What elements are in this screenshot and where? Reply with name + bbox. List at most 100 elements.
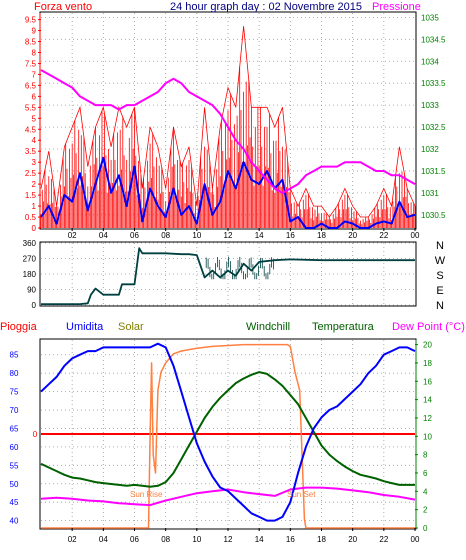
- wind-tick-label: 5: [32, 114, 37, 123]
- x-tick-label: 20: [348, 231, 357, 240]
- x-tick-label: 00: [411, 231, 420, 240]
- pressure-tick-label: 1032: [421, 145, 439, 154]
- legend-item: Solar: [118, 321, 144, 333]
- pressure-axis-labels: 1030.5 1031 1031.5 1032 1032.5 1033 1033.5 1034…: [421, 13, 446, 219]
- wind-time-axis-labels: 02 04 06 08 10 12 14 16 18 20 22 00: [68, 228, 420, 240]
- pressure-tick-label: 1034: [421, 57, 439, 66]
- sun-annotations: Sun Rise Sun Set: [130, 490, 316, 499]
- wind-direction-series: [41, 247, 415, 306]
- wind-tick-label: 4: [32, 136, 37, 145]
- x-tick-label: 16: [286, 231, 295, 240]
- pressure-tick-label: 1033.5: [421, 79, 446, 88]
- direction-tick-label: 0: [32, 301, 37, 310]
- humidity-tick-label: 70: [10, 406, 19, 415]
- legend-item: Temperatura: [312, 321, 375, 333]
- humidity-axis-labels: 40 45 50 55 60 65 70 75 80 85 0: [10, 351, 38, 526]
- direction-tick-label: 90: [27, 286, 36, 295]
- direction-axis-labels: 0 90 180 270 360: [23, 239, 37, 310]
- compass-label: S: [436, 270, 443, 282]
- x-tick-label: 12: [224, 535, 233, 544]
- temperature-tick-label: 20: [423, 341, 432, 350]
- wind-tick-label: 9: [32, 27, 37, 36]
- humidity-tick-label: 45: [10, 498, 19, 507]
- wind-tick-label: 9.5: [25, 16, 37, 25]
- wind-tick-label: 4.5: [25, 125, 37, 134]
- compass-label: W: [435, 255, 446, 267]
- temperature-tick-label: 12: [423, 414, 432, 423]
- temperature-line: [40, 371, 415, 488]
- temperature-tick-label: 18: [423, 359, 432, 368]
- pressure-tick-label: 1033: [421, 101, 439, 110]
- humidity-tick-label: 55: [10, 461, 19, 470]
- wind-tick-label: 0: [32, 224, 37, 233]
- legend-item: Pioggia: [0, 321, 38, 333]
- wind-tick-label: 1.5: [25, 191, 37, 200]
- pressure-series-label: Pressione: [372, 1, 421, 13]
- wind-tick-label: 2.5: [25, 169, 37, 178]
- x-tick-label: 22: [379, 231, 388, 240]
- x-tick-label: 10: [192, 535, 201, 544]
- legend: Pioggia Umidita Solar Windchill Temperatura D…: [0, 321, 465, 333]
- x-tick-label: 02: [68, 231, 77, 240]
- wind-tick-label: 0.5: [25, 213, 37, 222]
- wind-tick-label: 1: [32, 202, 37, 211]
- pressure-series: [40, 69, 416, 194]
- direction-tick-label: 180: [23, 270, 37, 279]
- wind-pressure-chart: 0 0.5 1 1.5 2 2.5 3 3.5 4 4.5 5 5.5 6 6.5 7 7.5 88.5 9 9.5…: [25, 1, 446, 240]
- wind-tick-label: 5.5: [25, 103, 37, 112]
- wind-speed-line: [40, 156, 416, 229]
- x-tick-label: 14: [255, 231, 264, 240]
- wind-speed-series: [40, 156, 416, 229]
- temperature-tick-label: 8: [423, 451, 428, 460]
- solar-series: [41, 343, 415, 529]
- x-tick-label: 00: [411, 535, 420, 544]
- wind-tick-label: 8.5: [25, 38, 37, 47]
- temperature-axis-labels: 0 2 4 6 8 10 12 14 16 18 20: [415, 340, 432, 533]
- wind-gust-line: [40, 26, 416, 218]
- temperature-tick-label: 16: [423, 377, 432, 386]
- x-tick-label: 04: [99, 231, 108, 240]
- pressure-tick-label: 1035: [421, 13, 439, 22]
- x-tick-label: 08: [161, 535, 170, 544]
- humidity-temperature-grid: [41, 340, 415, 528]
- wind-tick-label: 3: [32, 158, 37, 167]
- direction-tick-label: 270: [23, 255, 37, 264]
- temperature-tick-label: 14: [423, 396, 432, 405]
- direction-tick-label: 360: [23, 239, 37, 248]
- humidity-series: [40, 342, 416, 522]
- x-tick-label: 08: [161, 231, 170, 240]
- wind-direction-line: [41, 247, 415, 306]
- pressure-tick-label: 1031: [421, 189, 439, 198]
- temperature-series: [40, 371, 415, 488]
- x-tick-label: 06: [130, 231, 139, 240]
- wind-tick-label: 2: [32, 180, 37, 189]
- pressure-tick-label: 1031.5: [421, 167, 446, 176]
- pressure-tick-label: 1034.5: [421, 35, 446, 44]
- humidity-tick-label: 60: [10, 443, 19, 452]
- wind-tick-label: 8: [32, 48, 37, 57]
- pressure-line: [40, 69, 416, 194]
- x-tick-label: 14: [255, 535, 264, 544]
- wind-tick-label: 6: [32, 92, 37, 101]
- legend-item: Umidita: [66, 321, 104, 333]
- x-tick-label: 18: [317, 231, 326, 240]
- dew-point-series: [40, 486, 416, 507]
- compass-label: N: [436, 300, 444, 312]
- sun-set-label: Sun Set: [287, 490, 316, 499]
- temperature-tick-label: 4: [423, 487, 428, 496]
- temperature-tick-label: 0: [423, 524, 428, 533]
- wind-direction-scatter: [205, 256, 274, 280]
- temperature-tick-label: 2: [423, 506, 428, 515]
- solar-line: [41, 343, 415, 529]
- humidity-tick-label: 40: [10, 517, 19, 526]
- x-tick-label: 02: [68, 535, 77, 544]
- humidity-tick-label: 50: [10, 480, 19, 489]
- x-tick-label: 06: [130, 535, 139, 544]
- wind-tick-label: 7.5: [25, 59, 37, 68]
- legend-item: Windchill: [246, 321, 290, 333]
- wind-axis-labels: 0 0.5 1 1.5 2 2.5 3 3.5 4 4.5 5 5.5 6 6.5 7 7.5 88.5 9 9.5: [25, 13, 41, 233]
